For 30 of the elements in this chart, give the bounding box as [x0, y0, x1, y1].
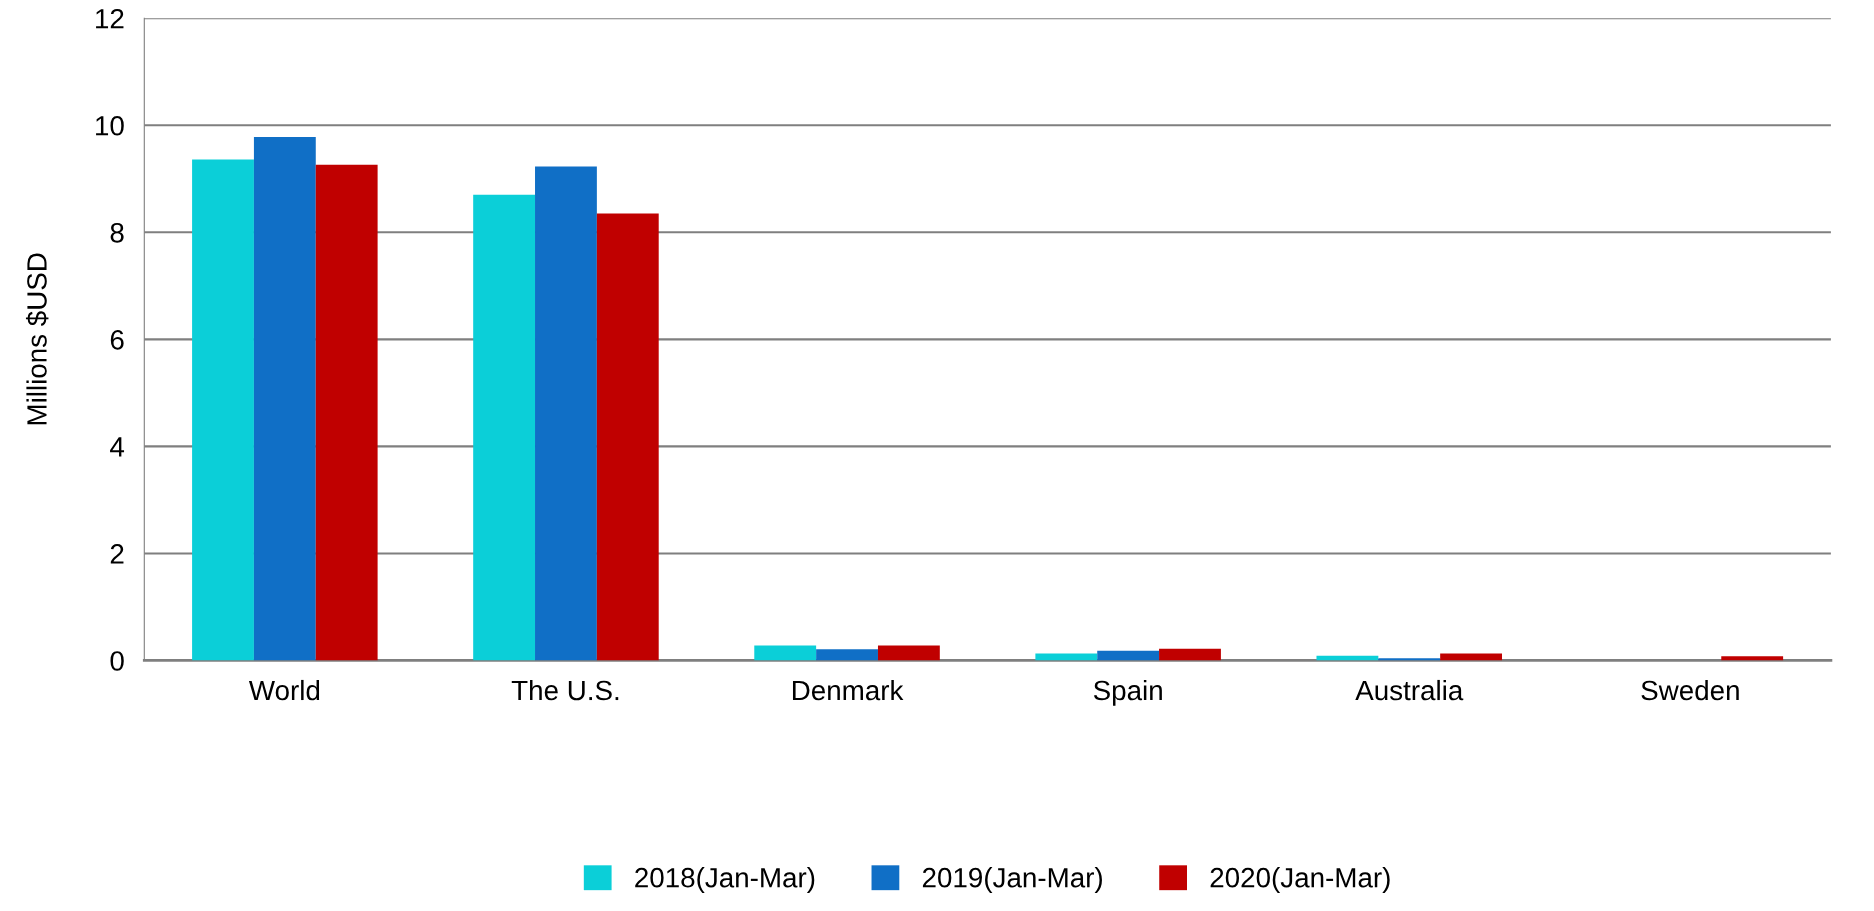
x-tick-label: Sweden [1641, 679, 1739, 701]
legend-label: 2018(Jan-Mar) [635, 867, 815, 893]
x-tick-label: Australia [1355, 679, 1464, 701]
bar [253, 137, 316, 661]
y-tick-label: 2 [110, 544, 124, 564]
bar [1159, 648, 1221, 661]
legend-label: 2019(Jan-Mar) [922, 867, 1102, 893]
legend-label: 2020(Jan-Mar) [1210, 867, 1390, 893]
bar [535, 166, 597, 661]
bar [596, 213, 659, 661]
x-tick-label: Denmark [792, 679, 904, 701]
bar [754, 645, 817, 661]
x-tick-label: World [248, 679, 320, 701]
y-tick-label: 8 [110, 222, 124, 243]
x-tick-label: Spain [1093, 679, 1162, 706]
bar [877, 645, 940, 661]
bar [192, 159, 254, 661]
y-tick-label: 10 [96, 115, 124, 136]
bar [1378, 658, 1441, 661]
x-tick-label: The U.S. [511, 679, 619, 701]
y-axis-title: Millions $USD [25, 253, 49, 425]
bar [473, 194, 536, 661]
bar [816, 649, 878, 661]
y-tick-label: 0 [110, 651, 124, 671]
y-tick-label: 6 [110, 330, 124, 350]
bar [1097, 650, 1160, 661]
bar [315, 164, 378, 661]
y-tick-label: 4 [110, 437, 125, 457]
y-tick-label: 12 [96, 8, 124, 29]
bar [1721, 656, 1784, 661]
